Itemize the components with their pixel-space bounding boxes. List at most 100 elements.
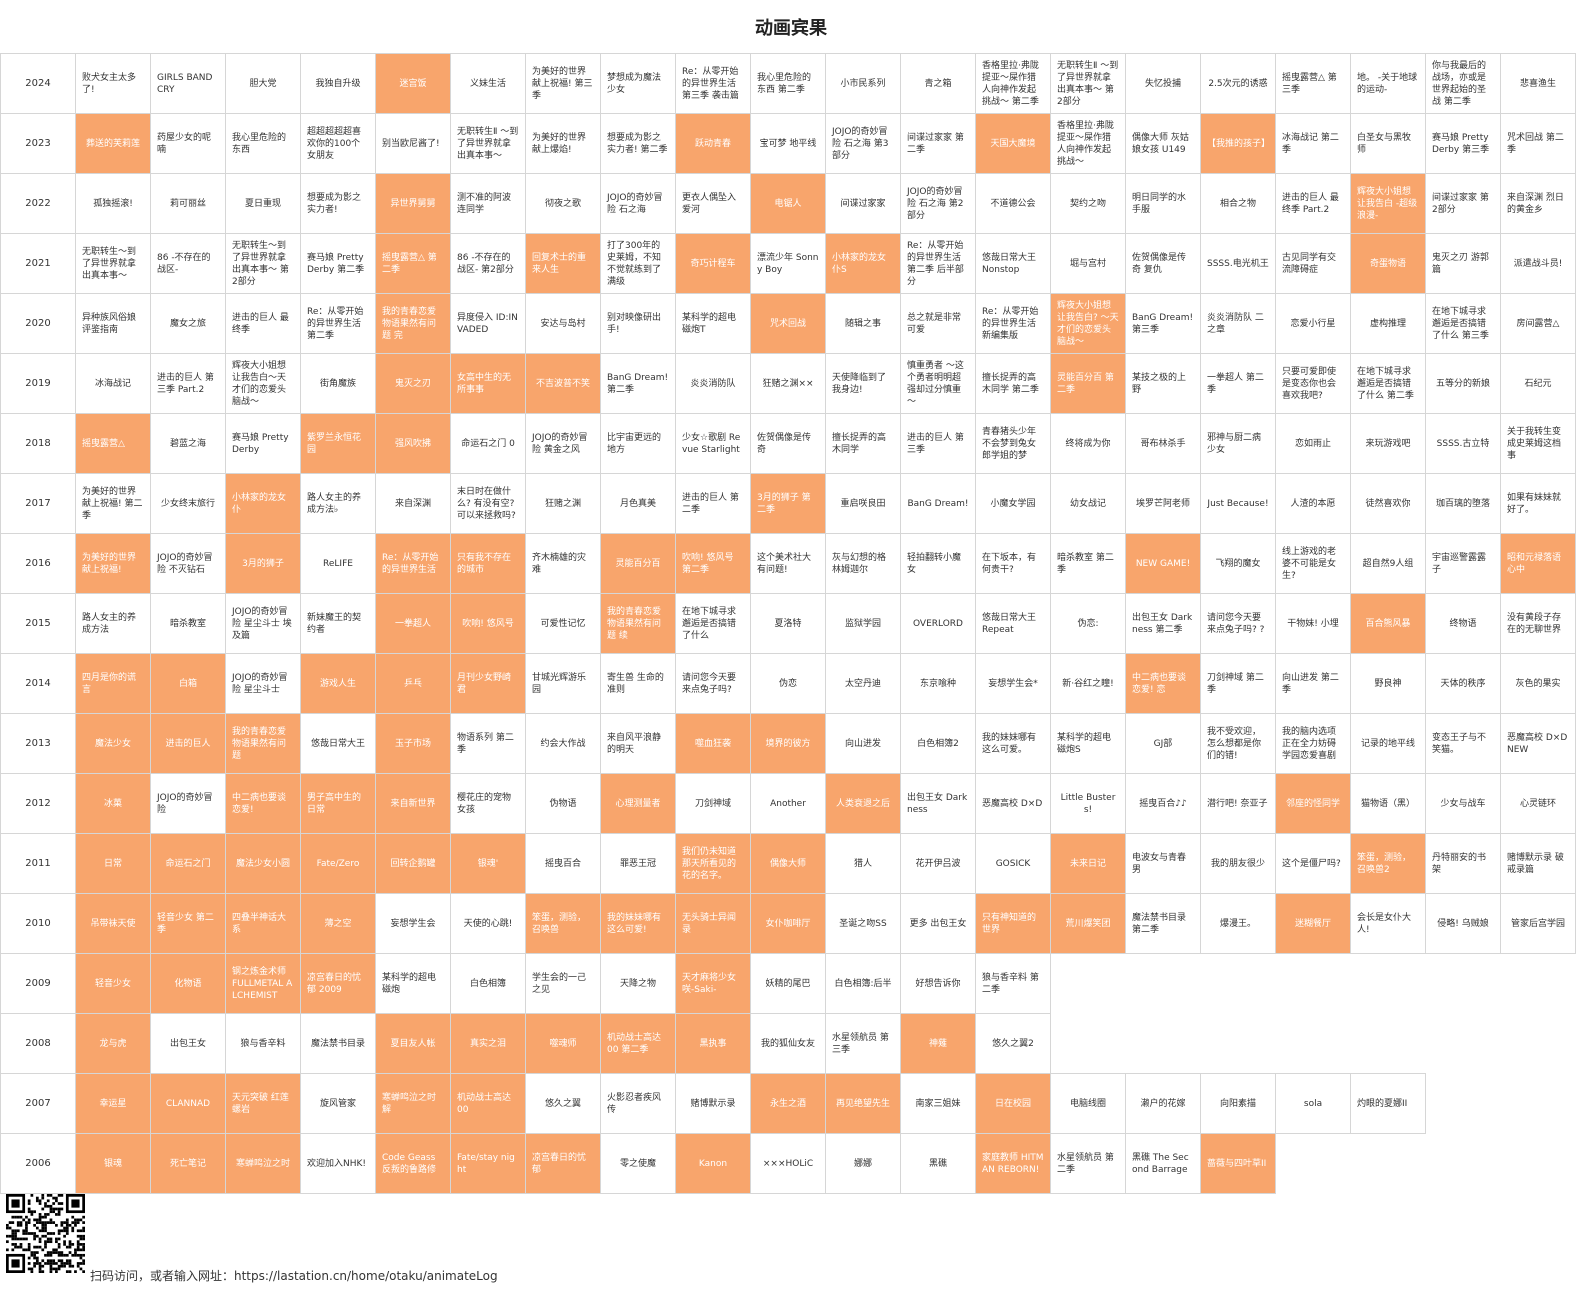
anime-cell[interactable]: 悠久之翼2 — [975, 1013, 1051, 1074]
anime-cell[interactable]: 邪神与厨二病少女 — [1200, 413, 1276, 474]
anime-cell[interactable]: 漂流少年 Sonny Boy — [750, 233, 826, 294]
anime-cell[interactable]: 猎人 — [825, 833, 901, 894]
anime-cell[interactable]: 噬魂师 — [525, 1013, 601, 1074]
anime-cell[interactable]: 白圣女与黑牧师 — [1350, 113, 1426, 174]
anime-cell[interactable]: 轻拍翻转小魔女 — [900, 533, 976, 594]
anime-cell[interactable]: 你与我最后的战场，亦或是世界起始的圣战 第二季 — [1425, 53, 1501, 114]
anime-cell[interactable]: 来自风平浪静的明天 — [600, 713, 676, 774]
anime-cell[interactable]: 更衣人偶坠入爱河 — [675, 173, 751, 234]
anime-cell[interactable]: 冰海战记 — [75, 353, 151, 414]
anime-cell[interactable]: 刀剑神域 第二季 — [1200, 653, 1276, 714]
anime-cell[interactable]: 咒术回战 — [750, 293, 826, 354]
anime-cell[interactable]: 莉可丽丝 — [150, 173, 226, 234]
anime-cell[interactable]: 悠久之翼 — [525, 1073, 601, 1134]
anime-cell[interactable]: 幼女战记 — [1050, 473, 1126, 534]
anime-cell[interactable]: 心理测量者 — [600, 773, 676, 834]
anime-cell[interactable]: 想要成为影之实力者! — [300, 173, 376, 234]
anime-cell[interactable]: 出包王女 Darkness — [900, 773, 976, 834]
anime-cell[interactable]: 堀与宫村 — [1050, 233, 1126, 294]
anime-cell[interactable]: 心灵链环 — [1500, 773, 1576, 834]
anime-cell[interactable]: 进击的巨人 — [150, 713, 226, 774]
anime-cell[interactable]: Re：从零开始的异世界生活 第二季 — [300, 293, 376, 354]
anime-cell[interactable]: SSSS.电光机王 — [1200, 233, 1276, 294]
anime-cell[interactable]: 白色相簿2 — [900, 713, 976, 774]
anime-cell[interactable]: 花开伊吕波 — [900, 833, 976, 894]
anime-cell[interactable]: 香格里拉·弗陇提亚～屎作猎人向神作发起挑战～ — [1050, 113, 1126, 174]
anime-cell[interactable]: 炎炎消防队 二之章 — [1200, 293, 1276, 354]
anime-cell[interactable]: 人渣的本愿 — [1275, 473, 1351, 534]
anime-cell[interactable]: 进击的巨人 最终季 — [225, 293, 301, 354]
anime-cell[interactable]: 荒川爆笑团 — [1050, 893, 1126, 954]
anime-cell[interactable]: 寒蝉鸣泣之时 解 — [375, 1073, 451, 1134]
anime-cell[interactable]: 乒乓 — [375, 653, 451, 714]
anime-cell[interactable]: 伪恋 — [750, 653, 826, 714]
anime-cell[interactable]: 徒然喜欢你 — [1350, 473, 1426, 534]
anime-cell[interactable]: 派遣战斗员! — [1500, 233, 1576, 294]
anime-cell[interactable]: 我独自升级 — [300, 53, 376, 114]
anime-cell[interactable]: 圣诞之吻SS — [825, 893, 901, 954]
anime-cell[interactable]: 狂赌之渊 — [525, 473, 601, 534]
anime-cell[interactable]: 小林家的龙女仆S — [825, 233, 901, 294]
anime-cell[interactable]: 出包王女 Darkness 第二季 — [1125, 593, 1201, 654]
anime-cell[interactable]: 南家三姐妹 — [900, 1073, 976, 1134]
anime-cell[interactable]: 灼眼的夏娜II — [1350, 1073, 1426, 1134]
anime-cell[interactable]: 梦想成为魔法少女 — [600, 53, 676, 114]
anime-cell[interactable]: 一拳超人 第二季 — [1200, 353, 1276, 414]
anime-cell[interactable]: 赛马娘 Pretty Derby 第二季 — [300, 233, 376, 294]
anime-cell[interactable]: 猫物语（黑） — [1350, 773, 1426, 834]
anime-cell[interactable]: 测不准的阿波连同学 — [450, 173, 526, 234]
anime-cell[interactable]: 我的朋友很少 — [1200, 833, 1276, 894]
anime-cell[interactable]: 我们仍未知道那天所看见的花的名字。 — [675, 833, 751, 894]
anime-cell[interactable]: 伪恋: — [1050, 593, 1126, 654]
anime-cell[interactable]: Little Busters! — [1050, 773, 1126, 834]
anime-cell[interactable]: 化物语 — [150, 953, 226, 1014]
anime-cell[interactable]: 古见同学有交流障碍症 — [1275, 233, 1351, 294]
anime-cell[interactable]: 女高中生的无所事事 — [450, 353, 526, 414]
anime-cell[interactable]: 黑礁 — [900, 1133, 976, 1194]
anime-cell[interactable]: 佐贺偶像是传奇 — [750, 413, 826, 474]
anime-cell[interactable]: 只有我不存在的城市 — [450, 533, 526, 594]
anime-cell[interactable]: Fate/Zero — [300, 833, 376, 894]
anime-cell[interactable]: JOJO的奇妙冒险 石之海 第2部分 — [900, 173, 976, 234]
anime-cell[interactable]: 异种族风俗娘评鉴指南 — [75, 293, 151, 354]
anime-cell[interactable]: 恶魔高校 D×D NEW — [1500, 713, 1576, 774]
anime-cell[interactable]: 打了300年的史莱姆，不知不觉就练到了满级 — [600, 233, 676, 294]
anime-cell[interactable]: 擅长捉弄的高木同学 第二季 — [975, 353, 1051, 414]
anime-cell[interactable]: 无职转生～到了异世界就拿出真本事～ 第2部分 — [225, 233, 301, 294]
anime-cell[interactable]: 青之箱 — [900, 53, 976, 114]
anime-cell[interactable]: 家庭教师 HITMAN REBORN! — [975, 1133, 1051, 1194]
anime-cell[interactable]: 欢迎加入NHK! — [300, 1133, 376, 1194]
anime-cell[interactable]: 为美好的世界献上祝福! 第三季 — [525, 53, 601, 114]
anime-cell[interactable]: 小林家的龙女仆 — [225, 473, 301, 534]
anime-cell[interactable]: 侵略! 乌贼娘 — [1425, 893, 1501, 954]
anime-cell[interactable]: ×××HOLiC — [750, 1133, 826, 1194]
anime-cell[interactable]: 间谍过家家 第二季 — [900, 113, 976, 174]
anime-cell[interactable]: 鬼灭之刃 游郭篇 — [1425, 233, 1501, 294]
anime-cell[interactable]: 出包王女 — [150, 1013, 226, 1074]
anime-cell[interactable]: 跃动青春 — [675, 113, 751, 174]
anime-cell[interactable]: 电锯人 — [750, 173, 826, 234]
anime-cell[interactable]: 记录的地平线 — [1350, 713, 1426, 774]
anime-cell[interactable]: 在下坂本，有何贵干? — [975, 533, 1051, 594]
anime-cell[interactable]: 潜行吧! 奈亚子 — [1200, 773, 1276, 834]
anime-cell[interactable]: ReLIFE — [300, 533, 376, 594]
anime-cell[interactable]: 妄想学生会* — [975, 653, 1051, 714]
anime-cell[interactable]: 埃罗芒阿老师 — [1125, 473, 1201, 534]
anime-cell[interactable]: 回转企鹅罐 — [375, 833, 451, 894]
anime-cell[interactable]: 终物语 — [1425, 593, 1501, 654]
anime-cell[interactable]: 向山进发 — [825, 713, 901, 774]
anime-cell[interactable]: 别当欧尼酱了! — [375, 113, 451, 174]
anime-cell[interactable]: 水星领航员 第三季 — [825, 1013, 901, 1074]
anime-cell[interactable]: 失忆投捕 — [1125, 53, 1201, 114]
anime-cell[interactable]: 彻夜之歌 — [525, 173, 601, 234]
anime-cell[interactable]: 来自深渊 烈日的黄金乡 — [1500, 173, 1576, 234]
anime-cell[interactable]: 魔女之旅 — [150, 293, 226, 354]
anime-cell[interactable]: 赛马娘 Pretty Derby 第三季 — [1425, 113, 1501, 174]
anime-cell[interactable]: 珈百璃的堕落 — [1425, 473, 1501, 534]
anime-cell[interactable]: 中二病也要谈恋爱! — [225, 773, 301, 834]
anime-cell[interactable]: 悲喜渔生 — [1500, 53, 1576, 114]
anime-cell[interactable]: 我心里危险的东西 第二季 — [750, 53, 826, 114]
anime-cell[interactable]: 灰色的果实 — [1500, 653, 1576, 714]
anime-cell[interactable]: 飞翔的魔女 — [1200, 533, 1276, 594]
anime-cell[interactable]: 进击的巨人 最终季 Part.2 — [1275, 173, 1351, 234]
